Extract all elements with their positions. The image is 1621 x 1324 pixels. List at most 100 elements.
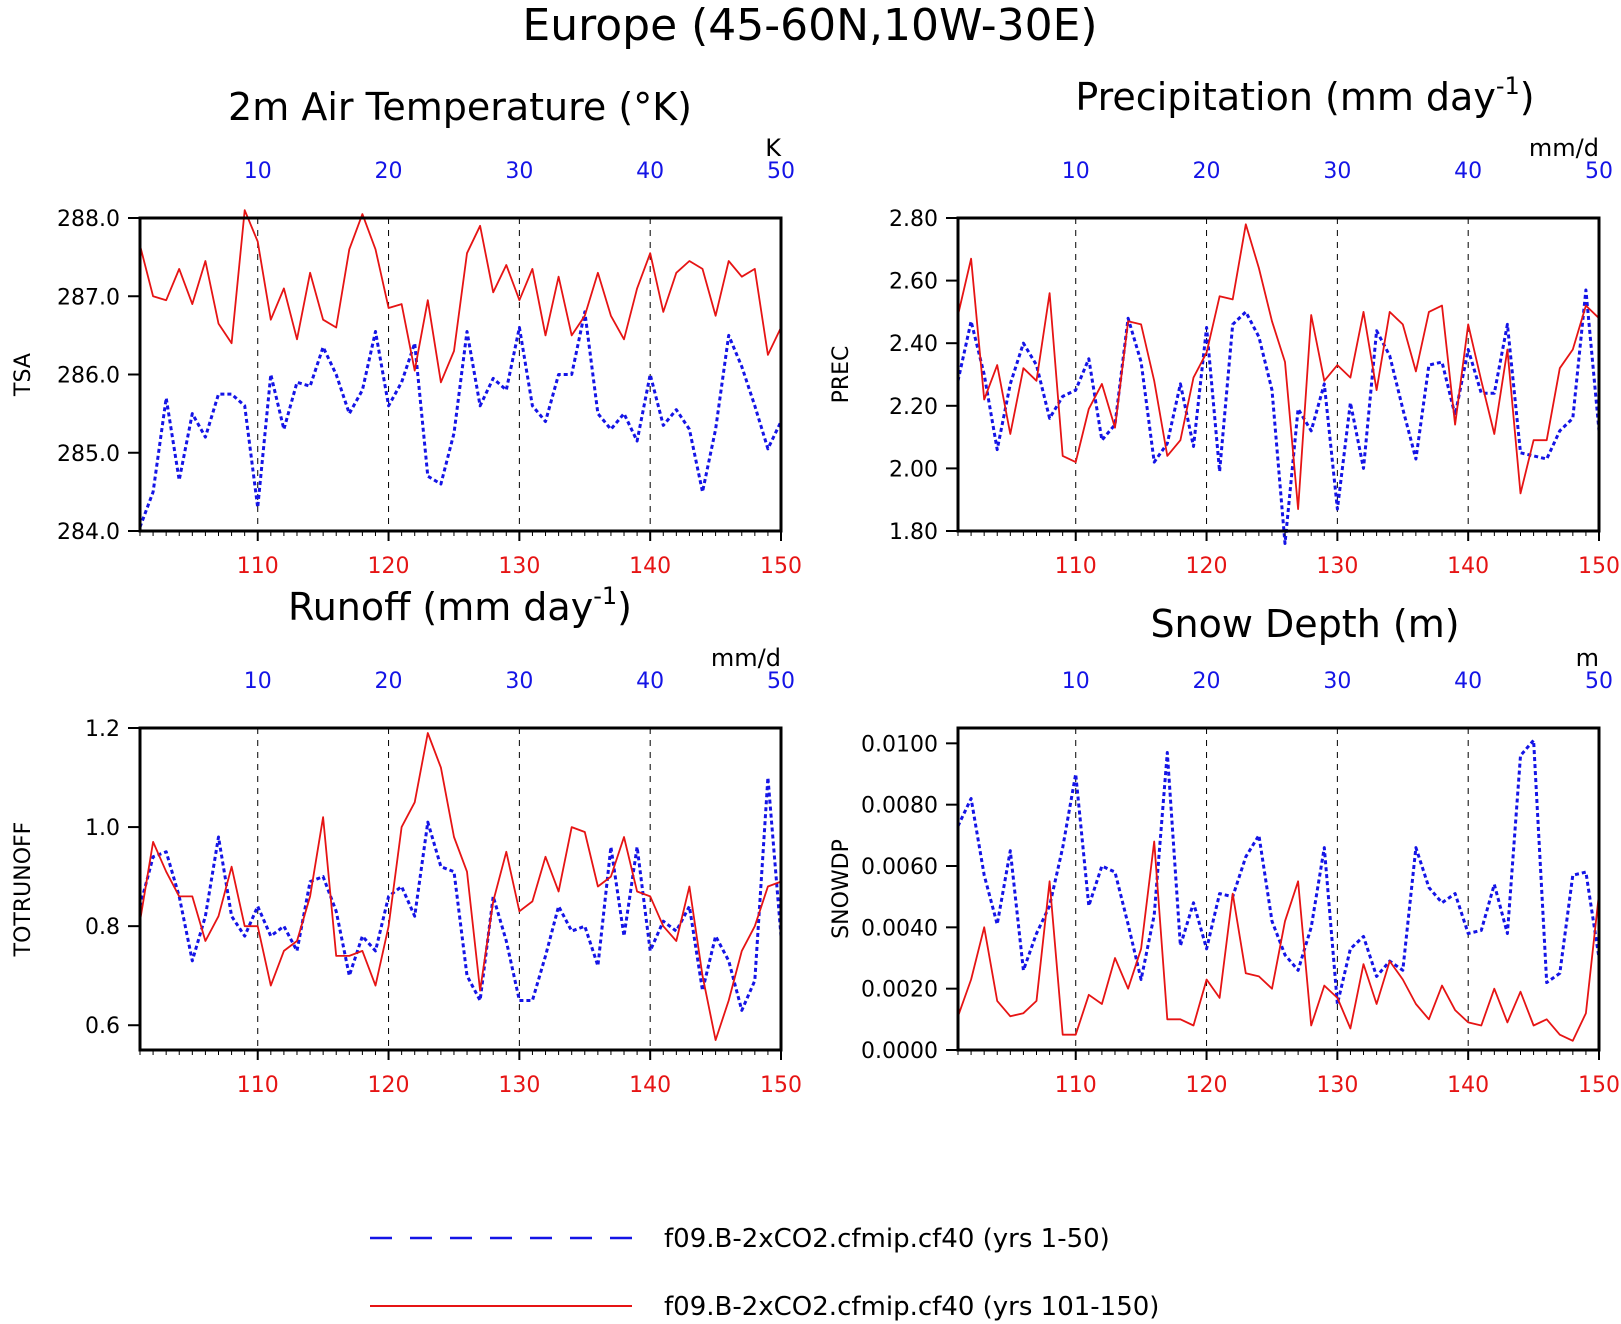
y-tick-label: 0.0100 xyxy=(861,732,938,757)
y-tick-label: 2.40 xyxy=(889,332,938,357)
panel-title-close: ) xyxy=(1520,75,1535,119)
y-tick-label: 0.0080 xyxy=(861,794,938,819)
x-bottom-tick-label: 140 xyxy=(629,554,671,579)
y-tick-label: 0.8 xyxy=(85,915,120,940)
y-tick-label: 2.00 xyxy=(889,457,938,482)
x-top-tick-label: 40 xyxy=(636,159,664,184)
y-tick-label: 288.0 xyxy=(57,207,120,232)
x-bottom-tick-label: 120 xyxy=(1186,1073,1228,1098)
y-axis-label: TSA xyxy=(11,353,36,397)
x-bottom-tick-label: 110 xyxy=(1055,1073,1097,1098)
x-top-tick-label: 10 xyxy=(1062,159,1090,184)
y-tick-label: 2.80 xyxy=(889,207,938,232)
x-bottom-tick-label: 110 xyxy=(237,554,279,579)
y-axis-label: TOTRUNOFF xyxy=(11,822,36,958)
panel-title-superscript: -1 xyxy=(1496,72,1520,100)
panel-title: Snow Depth (m) xyxy=(1150,602,1459,646)
unit-label: mm/d xyxy=(711,644,781,672)
x-top-tick-label: 20 xyxy=(375,159,403,184)
x-top-tick-label: 50 xyxy=(767,159,795,184)
y-tick-label: 2.60 xyxy=(889,270,938,295)
x-bottom-tick-label: 140 xyxy=(1447,1073,1489,1098)
x-bottom-tick-label: 140 xyxy=(1447,554,1489,579)
x-top-tick-label: 30 xyxy=(1323,159,1351,184)
x-top-tick-label: 20 xyxy=(1193,159,1221,184)
series-line-blue xyxy=(138,776,783,1012)
panel-title-text: Snow Depth (m) xyxy=(1150,602,1459,646)
panel-precipitation: Precipitation (mm day-1) 110 120 130 140 150 1… xyxy=(829,72,1620,579)
x-top-tick-label: 20 xyxy=(375,669,403,694)
legend: f09.B-2xCO2.cfmip.cf40 (yrs 1-50) f09.B-… xyxy=(370,1224,1159,1322)
y-tick-label: 2.20 xyxy=(889,395,938,420)
series-line-red xyxy=(139,209,782,384)
y-tick-label: 1.2 xyxy=(85,717,120,742)
x-bottom-tick-label: 150 xyxy=(760,1073,802,1098)
panel-title: Runoff (mm day-1) xyxy=(288,582,632,629)
unit-label: mm/d xyxy=(1529,134,1599,162)
x-top-tick-label: 50 xyxy=(1585,159,1613,184)
x-top-tick-label: 50 xyxy=(767,669,795,694)
legend-label-blue: f09.B-2xCO2.cfmip.cf40 (yrs 1-50) xyxy=(664,1224,1110,1254)
x-top-tick-label: 30 xyxy=(1323,669,1351,694)
x-bottom-tick-label: 130 xyxy=(498,554,540,579)
x-bottom-tick-label: 120 xyxy=(1186,554,1228,579)
figure-title: Europe (45-60N,10W-30E) xyxy=(522,0,1097,51)
y-tick-label: 0.0060 xyxy=(861,855,938,880)
x-bottom-tick-label: 120 xyxy=(368,1073,410,1098)
panel-snow-depth: Snow Depth (m) 110 120 130 140 150 10 20 30 40 50m… xyxy=(829,602,1620,1098)
series-line-blue xyxy=(138,310,783,528)
y-tick-label: 1.0 xyxy=(85,816,120,841)
series-line-red xyxy=(139,732,782,1041)
x-top-tick-label: 40 xyxy=(1454,159,1482,184)
x-top-tick-label: 10 xyxy=(1062,669,1090,694)
x-bottom-tick-label: 130 xyxy=(1316,1073,1358,1098)
x-top-tick-label: 40 xyxy=(636,669,664,694)
y-tick-label: 0.0040 xyxy=(861,916,938,941)
x-top-tick-label: 20 xyxy=(1193,669,1221,694)
series-line-red xyxy=(957,223,1600,511)
series-line-red xyxy=(957,840,1600,1042)
x-bottom-tick-label: 150 xyxy=(760,554,802,579)
panel-title-text: Runoff (mm day xyxy=(288,585,593,629)
y-tick-label: 287.0 xyxy=(57,285,120,310)
plot-frame xyxy=(138,726,783,1052)
plot-frame xyxy=(956,726,1601,1052)
panel-title: Precipitation (mm day-1) xyxy=(1075,72,1534,119)
y-tick-label: 286.0 xyxy=(57,364,120,389)
x-bottom-tick-label: 130 xyxy=(498,1073,540,1098)
x-bottom-tick-label: 120 xyxy=(368,554,410,579)
y-tick-label: 0.0020 xyxy=(861,978,938,1003)
panel-air-temperature: 2m Air Temperature (°K) 110 120 130 140 150 10… xyxy=(11,85,802,579)
y-tick-label: 285.0 xyxy=(57,442,120,467)
series-line-blue xyxy=(956,738,1601,1006)
x-bottom-tick-label: 140 xyxy=(629,1073,671,1098)
x-top-tick-label: 50 xyxy=(1585,669,1613,694)
legend-label-red: f09.B-2xCO2.cfmip.cf40 (yrs 101-150) xyxy=(664,1292,1159,1322)
x-bottom-tick-label: 130 xyxy=(1316,554,1358,579)
y-tick-label: 1.80 xyxy=(889,520,938,545)
x-top-tick-label: 40 xyxy=(1454,669,1482,694)
panel-title-text: Precipitation (mm day xyxy=(1075,75,1495,119)
y-tick-label: 284.0 xyxy=(57,520,120,545)
y-axis-label: SNOWDP xyxy=(829,839,854,939)
x-bottom-tick-label: 150 xyxy=(1578,554,1620,579)
x-top-tick-label: 30 xyxy=(505,669,533,694)
x-bottom-tick-label: 110 xyxy=(237,1073,279,1098)
panel-title-close: ) xyxy=(617,585,632,629)
panel-title: 2m Air Temperature (°K) xyxy=(228,85,692,129)
panel-runoff: Runoff (mm day-1) 110 120 130 140 150 10 20 30 40… xyxy=(11,582,802,1098)
unit-label: m xyxy=(1576,644,1599,672)
panel-title-text: 2m Air Temperature (°K) xyxy=(228,85,692,129)
unit-label: K xyxy=(765,134,782,162)
x-top-tick-label: 30 xyxy=(505,159,533,184)
y-axis-label: PREC xyxy=(829,346,854,404)
x-bottom-tick-label: 110 xyxy=(1055,554,1097,579)
x-bottom-tick-label: 150 xyxy=(1578,1073,1620,1098)
series-line-blue xyxy=(956,288,1601,545)
plot-frame xyxy=(956,216,1601,533)
x-top-tick-label: 10 xyxy=(244,159,272,184)
y-tick-label: 0.0000 xyxy=(861,1039,938,1064)
y-tick-label: 0.6 xyxy=(85,1014,120,1039)
panel-title-superscript: -1 xyxy=(593,582,617,610)
